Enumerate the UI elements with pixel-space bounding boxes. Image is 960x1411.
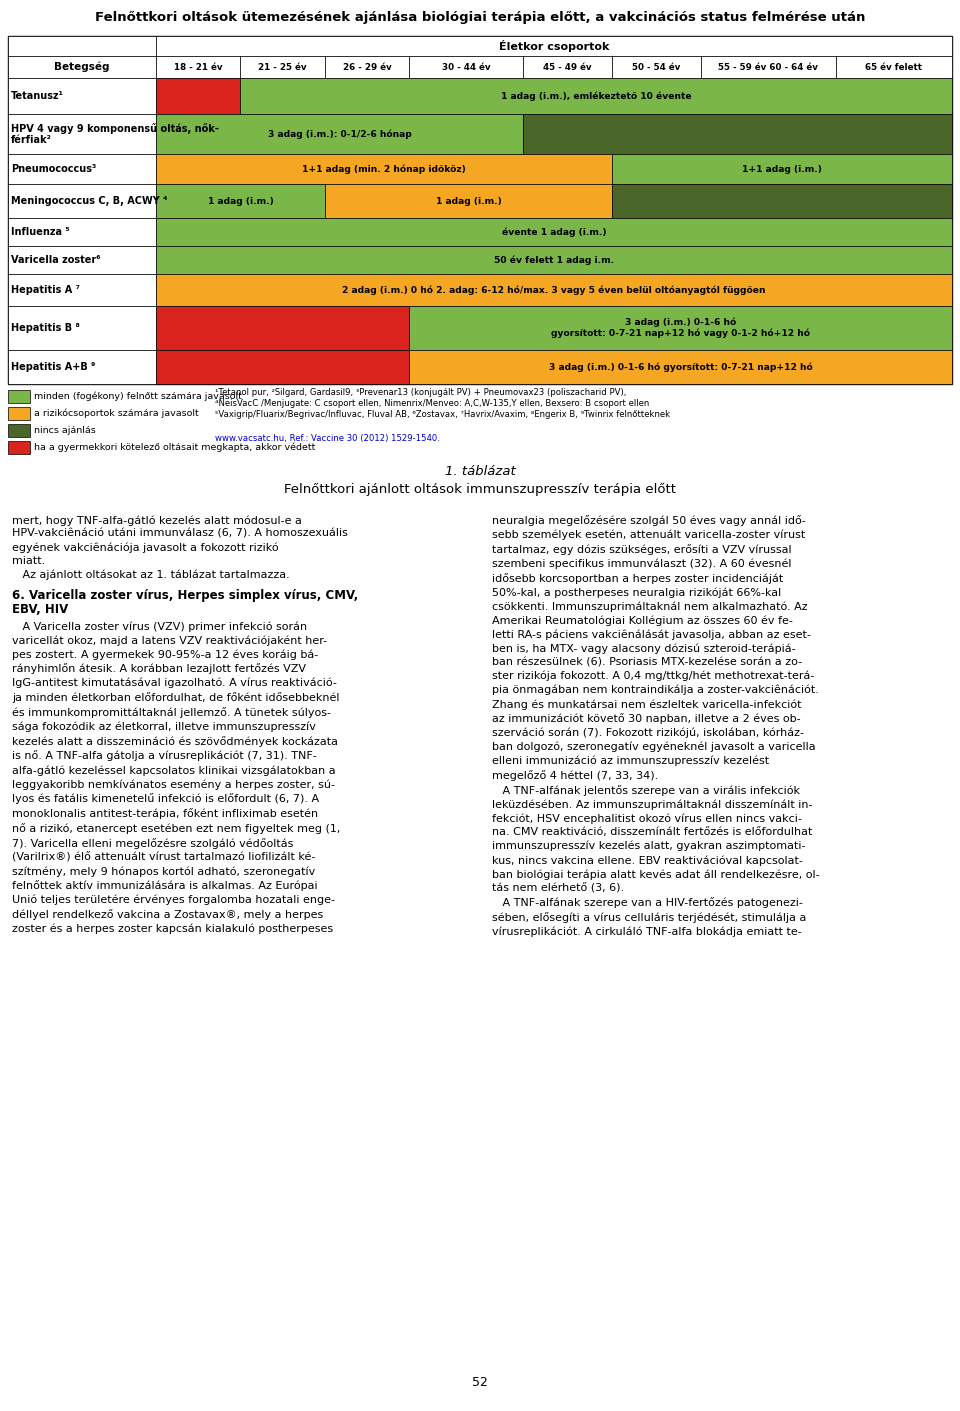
Text: 1 adag (i.m.): 1 adag (i.m.): [436, 196, 501, 206]
Bar: [612, 56, 701, 78]
Text: neuralgia megelőzésére szolgál 50 éves vagy annál idő-
sebb személyek esetén, at: neuralgia megelőzésére szolgál 50 éves v…: [492, 515, 820, 937]
Text: Meningococcus C, B, ACWY ⁴: Meningococcus C, B, ACWY ⁴: [11, 196, 167, 206]
Text: 50 - 54 év: 50 - 54 év: [633, 62, 681, 72]
Text: Varicella zoster⁶: Varicella zoster⁶: [11, 255, 101, 265]
Text: minden (fogékony) felnőtt számára javasolt: minden (fogékony) felnőtt számára javaso…: [34, 392, 242, 401]
Text: 45 - 49 év: 45 - 49 év: [543, 62, 592, 72]
Bar: [8, 389, 30, 404]
Bar: [156, 37, 952, 56]
Bar: [8, 114, 156, 154]
Bar: [156, 306, 409, 350]
Bar: [835, 56, 952, 78]
Text: ⁵Vaxigrip/Fluarix/Begrivac/Influvac, Fluval AB, ⁶Zostavax, ⁷Havrix/Avaxim, ⁸Enge: ⁵Vaxigrip/Fluarix/Begrivac/Influvac, Flu…: [215, 411, 670, 419]
Bar: [612, 154, 952, 183]
Text: Életkor csoportok: Életkor csoportok: [499, 40, 610, 52]
Bar: [523, 114, 952, 154]
Bar: [156, 350, 409, 384]
Bar: [523, 56, 612, 78]
Text: A Varicella zoster vírus (VZV) primer infekció során
varicellát okoz, majd a lat: A Varicella zoster vírus (VZV) primer in…: [12, 621, 341, 934]
Text: nincs ajánlás: nincs ajánlás: [34, 426, 96, 435]
Text: 1 adag (i.m.), emlékeztető 10 évente: 1 adag (i.m.), emlékeztető 10 évente: [501, 92, 691, 100]
Bar: [8, 219, 156, 246]
Text: 1 adag (i.m.): 1 adag (i.m.): [207, 196, 274, 206]
Text: 2 adag (i.m.) 0 hó 2. adag: 6-12 hó/max. 3 vagy 5 éven belül oltóanyagtól függőe: 2 adag (i.m.) 0 hó 2. adag: 6-12 hó/max.…: [343, 285, 766, 295]
Bar: [409, 56, 523, 78]
Bar: [8, 274, 156, 306]
Text: www.vacsatc.hu, Ref.: Vaccine 30 (2012) 1529-1540.: www.vacsatc.hu, Ref.: Vaccine 30 (2012) …: [215, 435, 440, 443]
Bar: [8, 246, 156, 274]
Text: Pneumococcus³: Pneumococcus³: [11, 164, 96, 174]
Text: Felnőttkori oltások ütemezésének ajánlása biológiai terápia előtt, a vakcinációs: Felnőttkori oltások ütemezésének ajánlás…: [95, 11, 865, 24]
Bar: [409, 350, 952, 384]
Text: 1+1 adag (i.m.): 1+1 adag (i.m.): [742, 165, 822, 174]
Text: 50 év felett 1 adag i.m.: 50 év felett 1 adag i.m.: [494, 255, 614, 265]
Bar: [156, 219, 952, 246]
Text: 18 - 21 év: 18 - 21 év: [174, 62, 223, 72]
Bar: [8, 154, 156, 183]
Text: ¹Tetanol pur, ²Silgard, Gardasil9, ³Prevenar13 (konjugált PV) + Pneumovax23 (pol: ¹Tetanol pur, ²Silgard, Gardasil9, ³Prev…: [215, 388, 626, 396]
Bar: [156, 114, 523, 154]
Bar: [156, 56, 240, 78]
Bar: [8, 406, 30, 420]
Text: 3 adag (i.m.) 0-1-6 hó
gyorsított: 0-7-21 nap+12 hó vagy 0-1-2 hó+12 hó: 3 adag (i.m.) 0-1-6 hó gyorsított: 0-7-2…: [551, 317, 810, 339]
Text: Hepatitis A+B ⁹: Hepatitis A+B ⁹: [11, 363, 95, 373]
Text: 3 adag (i.m.): 0-1/2-6 hónap: 3 adag (i.m.): 0-1/2-6 hónap: [268, 130, 412, 138]
Text: Hepatitis B ⁸: Hepatitis B ⁸: [11, 323, 80, 333]
Bar: [8, 78, 156, 114]
Text: HPV 4 vagy 9 komponensű oltás, nők-
férfiak²: HPV 4 vagy 9 komponensű oltás, nők- férf…: [11, 123, 219, 145]
Text: Influenza ⁵: Influenza ⁵: [11, 227, 70, 237]
Bar: [8, 442, 30, 454]
Text: ⁴NeisVacC /Menjugate: C csoport ellen, Nimenrix/Menveo: A,C,W-135,Y ellen, Bexse: ⁴NeisVacC /Menjugate: C csoport ellen, N…: [215, 399, 649, 408]
Bar: [156, 154, 612, 183]
Text: évente 1 adag (i.m.): évente 1 adag (i.m.): [502, 227, 607, 237]
Bar: [8, 306, 156, 350]
Bar: [8, 350, 156, 384]
Bar: [8, 56, 156, 78]
Bar: [8, 37, 156, 56]
Text: ha a gyermekkori kötelező oltásait megkapta, akkor védett: ha a gyermekkori kötelező oltásait megka…: [34, 443, 316, 453]
Text: EBV, HIV: EBV, HIV: [12, 602, 68, 617]
Bar: [156, 246, 952, 274]
Bar: [409, 306, 952, 350]
Text: 30 - 44 év: 30 - 44 év: [442, 62, 491, 72]
Text: 55 - 59 év 60 - 64 év: 55 - 59 év 60 - 64 év: [718, 62, 818, 72]
Bar: [240, 78, 952, 114]
Bar: [324, 56, 409, 78]
Text: 21 - 25 év: 21 - 25 év: [258, 62, 307, 72]
Text: Hepatitis A ⁷: Hepatitis A ⁷: [11, 285, 80, 295]
Text: 52: 52: [472, 1376, 488, 1388]
Bar: [612, 183, 952, 219]
Bar: [324, 183, 612, 219]
Bar: [8, 183, 156, 219]
Text: 3 adag (i.m.) 0-1-6 hó gyorsított: 0-7-21 nap+12 hó: 3 adag (i.m.) 0-1-6 hó gyorsított: 0-7-2…: [549, 363, 812, 371]
Text: 1+1 adag (min. 2 hónap időköz): 1+1 adag (min. 2 hónap időköz): [302, 164, 466, 174]
Bar: [8, 423, 30, 437]
Bar: [156, 78, 240, 114]
Text: 26 - 29 év: 26 - 29 év: [343, 62, 392, 72]
Text: 1. táblázat: 1. táblázat: [444, 466, 516, 478]
Text: 6. Varicella zoster vírus, Herpes simplex vírus, CMV,: 6. Varicella zoster vírus, Herpes simple…: [12, 588, 358, 602]
Bar: [156, 183, 324, 219]
Bar: [701, 56, 835, 78]
Bar: [240, 56, 324, 78]
Text: mert, hogy TNF-alfa-gátló kezelés alatt módosul-e a
HPV-vakciênáció utáni immunv: mert, hogy TNF-alfa-gátló kezelés alatt …: [12, 515, 348, 580]
Text: a rizikócsoportok számára javasolt: a rizikócsoportok számára javasolt: [34, 409, 199, 418]
Text: Tetanusz¹: Tetanusz¹: [11, 90, 64, 102]
Text: 65 év felett: 65 év felett: [865, 62, 923, 72]
Bar: [156, 274, 952, 306]
Text: Betegség: Betegség: [55, 62, 109, 72]
Bar: [8, 37, 952, 384]
Text: Felnőttkori ajánlott oltások immunszupresszív terápia előtt: Felnőttkori ajánlott oltások immunszupre…: [284, 483, 676, 497]
